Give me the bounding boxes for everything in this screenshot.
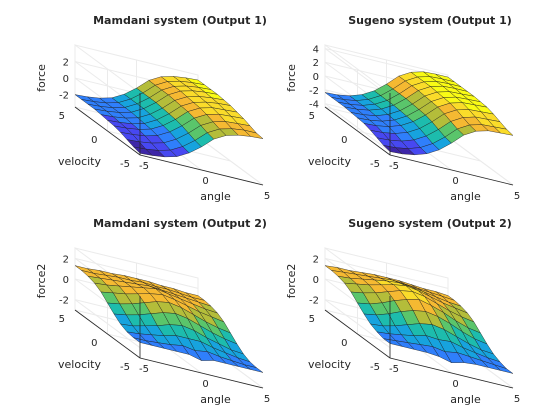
surface-plot-4: -5 0 5 -5 0 5 -2 0 2 angle velocity force2 Sugeno sy… (285, 217, 520, 406)
z-tick-label: 0 (63, 74, 69, 85)
y-axis-label: velocity (58, 155, 101, 168)
x-axis-label: angle (200, 190, 231, 203)
y-tick-label: -5 (370, 362, 380, 373)
y-tick-label: 5 (59, 314, 65, 325)
z-axis-label: force (35, 64, 48, 92)
z-tick-label: -2 (59, 296, 69, 307)
surface-patch (494, 364, 514, 374)
x-axis-line (389, 357, 514, 389)
z-axis-label: force2 (285, 264, 298, 299)
z-tick-label: 2 (313, 58, 319, 69)
y-tick-label: 0 (341, 338, 347, 349)
z-tick-label: 2 (63, 58, 69, 69)
x-tick-label: 5 (514, 394, 520, 405)
x-tick-label: -5 (139, 364, 149, 375)
y-tick-label: 5 (59, 111, 65, 122)
x-tick-label: 5 (264, 394, 270, 405)
z-tick-label: -2 (59, 91, 69, 102)
x-axis-line (139, 154, 264, 186)
chart-title: Sugeno system (Output 1) (348, 14, 512, 27)
z-tick-label: -2 (309, 86, 319, 97)
z-axis-label: force (285, 64, 298, 92)
y-axis-line (324, 106, 391, 156)
y-axis-label: velocity (58, 358, 101, 371)
surface-patch (244, 364, 264, 373)
surface-plot-3: -5 0 5 -5 0 5 -2 0 2 angle velocity force2 Mamdani s… (35, 217, 270, 406)
x-tick-label: 0 (452, 379, 458, 390)
z-tick-label: 2 (63, 254, 69, 265)
y-axis-label: velocity (308, 155, 351, 168)
y-axis-line (74, 309, 141, 359)
x-tick-label: -5 (389, 364, 399, 375)
chart-title: Mamdani system (Output 2) (93, 217, 267, 230)
z-tick-label: -4 (309, 100, 319, 111)
z-tick-label: 4 (313, 44, 319, 55)
y-tick-label: 0 (91, 135, 97, 146)
z-gridline (74, 257, 199, 289)
z-gridline (324, 299, 391, 349)
y-tick-label: 5 (309, 111, 315, 122)
chart-title: Mamdani system (Output 1) (93, 14, 267, 27)
surface-patch (243, 129, 264, 140)
y-tick-label: -5 (120, 362, 130, 373)
y-axis-label: velocity (308, 358, 351, 371)
x-axis-label: angle (450, 190, 481, 203)
y-axis-line (324, 309, 391, 359)
x-tick-label: -5 (389, 161, 399, 172)
z-tick-label: 2 (313, 254, 319, 265)
z-gridline (324, 257, 449, 289)
x-axis-line (139, 357, 264, 389)
y-tick-label: -5 (370, 159, 380, 170)
z-tick-label: -2 (309, 296, 319, 307)
surface-plot-2: -505-505-4-2024anglevelocityforceSugeno … (285, 14, 520, 203)
z-tick-label: 0 (63, 275, 69, 286)
x-axis-label: angle (450, 393, 481, 406)
y-tick-label: 0 (341, 135, 347, 146)
surface-patch (493, 126, 514, 136)
chart-title: Sugeno system (Output 2) (348, 217, 512, 230)
x-axis-label: angle (200, 393, 231, 406)
x-tick-label: 0 (202, 379, 208, 390)
y-tick-label: 5 (309, 314, 315, 325)
z-axis-label: force2 (35, 264, 48, 299)
y-tick-label: -5 (120, 159, 130, 170)
z-gridline (324, 103, 391, 152)
x-tick-label: 0 (202, 176, 208, 187)
x-tick-label: 5 (264, 191, 270, 202)
x-tick-label: 5 (514, 191, 520, 202)
z-gridline (74, 299, 141, 349)
x-tick-label: 0 (452, 176, 458, 187)
x-tick-label: -5 (139, 161, 149, 172)
z-tick-label: 0 (313, 72, 319, 83)
y-axis-line (74, 106, 141, 156)
z-tick-label: 0 (313, 275, 319, 286)
y-tick-label: 0 (91, 338, 97, 349)
surface-plot-1: -5 0 5 -5 0 5 -2 0 2 angle velocity force Mamdani sy… (35, 14, 270, 203)
x-axis-line (389, 154, 514, 186)
